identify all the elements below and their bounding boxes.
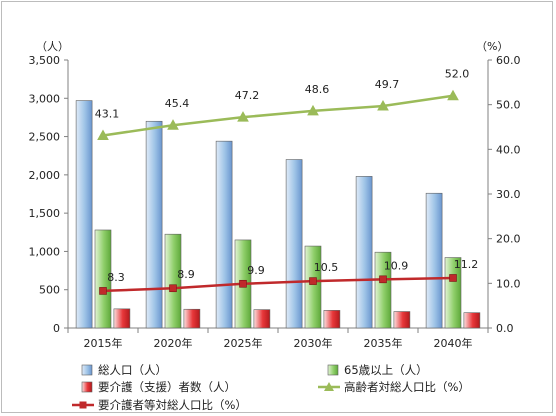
right-tick-label: 20.0 xyxy=(496,233,521,246)
x-tick-label: 2020年 xyxy=(154,336,193,350)
right-tick-label: 0.0 xyxy=(496,322,514,335)
legend: 総人口（人） 65歳以上（人） 要介護（支援）者数（人） 高齢者対総人口比（%） 要介護… xyxy=(72,363,470,412)
x-tick-label: 2030年 xyxy=(294,336,333,350)
legend-marker-square xyxy=(79,401,87,409)
bar-age65-plus xyxy=(444,257,462,329)
bar-series-group xyxy=(75,100,481,329)
elderly-ratio-label: 48.6 xyxy=(305,83,330,96)
left-tick-label: 1,500 xyxy=(29,207,61,220)
bar-care-needed xyxy=(253,309,271,329)
x-tick-label: 2025年 xyxy=(224,336,263,350)
bar-care-needed xyxy=(183,308,201,329)
elderly-ratio-marker xyxy=(167,119,179,130)
legend-label: 要介護（支援）者数（人） xyxy=(98,380,236,394)
right-axis-ticks: 0.0 10.0 20.0 30.0 40.0 50.0 60.0 xyxy=(488,54,521,335)
left-tick-label: 3,500 xyxy=(29,54,61,67)
left-tick-label: 3,000 xyxy=(29,92,61,105)
right-tick-label: 10.0 xyxy=(496,277,521,290)
care-ratio-marker xyxy=(309,277,317,285)
elderly-ratio-line xyxy=(102,94,454,137)
care-ratio-marker xyxy=(449,274,457,282)
care-ratio-marker xyxy=(99,287,107,295)
care-ratio-line xyxy=(102,276,454,293)
bar-total-population xyxy=(355,176,373,329)
bar-total-population xyxy=(215,140,233,329)
left-axis-ticks: 0 500 1,000 1,500 2,000 2,500 3,000 3,500 xyxy=(29,54,68,335)
left-tick-label: 0 xyxy=(53,322,60,335)
legend-swatch-age65-plus xyxy=(327,364,339,376)
legend-swatch-total-population xyxy=(81,364,93,376)
elderly-ratio-label: 43.1 xyxy=(95,107,120,120)
right-tick-label: 60.0 xyxy=(496,54,521,67)
bar-age65-plus xyxy=(374,251,392,329)
elderly-ratio-marker xyxy=(447,89,459,101)
elderly-ratio-label: 45.4 xyxy=(165,97,190,110)
bar-total-population xyxy=(425,192,443,329)
bar-age65-plus xyxy=(94,229,112,329)
x-tick-label: 2040年 xyxy=(434,336,473,350)
care-ratio-label: 10.9 xyxy=(384,259,409,272)
care-ratio-marker xyxy=(379,275,387,284)
care-ratio-marker xyxy=(239,279,247,288)
care-ratio-label: 11.2 xyxy=(454,258,479,271)
left-tick-label: 500 xyxy=(39,284,60,297)
bar-age65-plus xyxy=(304,245,322,329)
elderly-ratio-marker xyxy=(237,111,249,122)
elderly-ratio-marker xyxy=(377,99,389,111)
legend-swatch-care-needed xyxy=(81,381,93,393)
care-ratio-label: 8.9 xyxy=(177,268,195,281)
bar-total-population xyxy=(145,120,163,329)
legend-label: 総人口（人） xyxy=(98,363,167,377)
bar-care-needed xyxy=(113,308,131,329)
right-axis-unit: （%） xyxy=(476,40,508,53)
legend-label: 要介護者等対総人口比（%） xyxy=(98,398,247,412)
care-ratio-label: 8.3 xyxy=(107,271,125,284)
legend-label: 高齢者対総人口比（%） xyxy=(344,380,470,394)
elderly-ratio-label: 52.0 xyxy=(445,68,470,81)
legend-label: 65歳以上（人） xyxy=(344,363,428,377)
bar-total-population xyxy=(285,159,303,329)
line-series-group: 43.1 45.4 47.2 48.6 49.7 52.0 8.3 8.9 9.9 10.5 10.… xyxy=(95,68,479,295)
left-axis-unit: （人） xyxy=(36,40,69,53)
care-ratio-label: 10.5 xyxy=(314,261,339,274)
legend-marker-triangle xyxy=(324,382,334,391)
left-tick-label: 2,000 xyxy=(29,169,61,182)
right-tick-label: 40.0 xyxy=(496,143,521,156)
care-ratio-label: 9.9 xyxy=(247,264,265,277)
bar-total-population xyxy=(75,100,93,329)
elderly-ratio-marker xyxy=(307,104,319,116)
right-tick-label: 30.0 xyxy=(496,188,521,201)
right-tick-label: 50.0 xyxy=(496,99,521,112)
bar-care-needed xyxy=(463,312,481,329)
bar-care-needed xyxy=(323,310,341,329)
left-tick-label: 2,500 xyxy=(29,131,61,144)
left-tick-label: 1,000 xyxy=(29,245,61,258)
x-tick-label: 2015年 xyxy=(84,336,123,350)
elderly-ratio-label: 49.7 xyxy=(375,78,400,91)
elderly-ratio-marker xyxy=(97,129,109,140)
bar-care-needed xyxy=(393,311,411,329)
x-tick-label: 2035年 xyxy=(364,336,403,350)
x-axis-ticks: 2015年 2020年 2025年 2030年 2035年 2040年 xyxy=(67,328,489,350)
elderly-ratio-label: 47.2 xyxy=(235,89,260,102)
care-ratio-marker xyxy=(169,284,177,293)
bar-age65-plus xyxy=(164,233,182,329)
